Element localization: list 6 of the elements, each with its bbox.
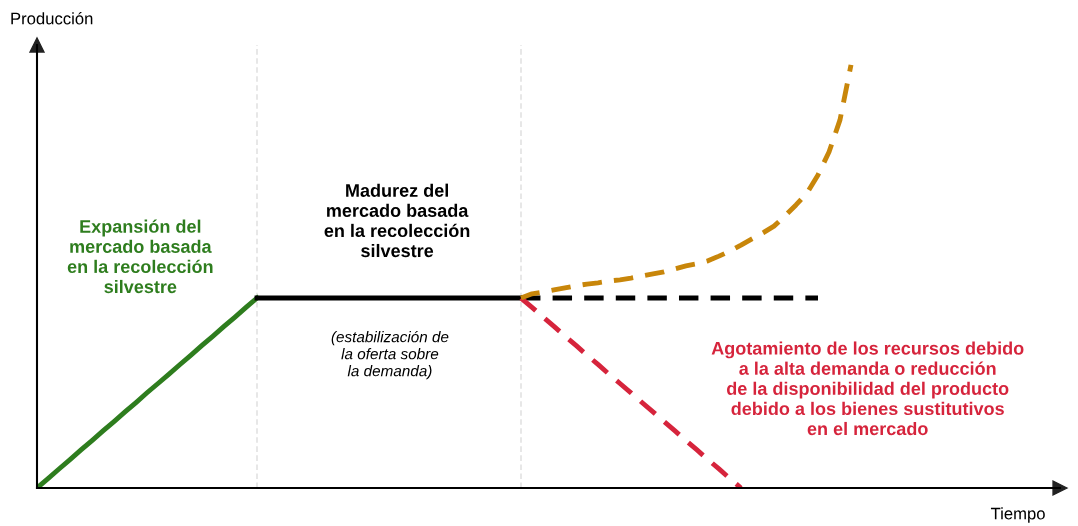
text: Tiempo: [990, 507, 1045, 523]
annotation: Agotamiento de los recursos debido a la alta demanda o reducción de la disponibilidad del producto debido a los bienes sustitutivos en el mercado: [711, 341, 1024, 436]
annotation: Expansión del mercado basada en la recolección silvestre: [67, 219, 213, 294]
annotation: Madurez del mercado basada en la recolección silvestre: [324, 183, 470, 258]
y-axis-title: Producción: [11, 12, 93, 25]
annotation: (estabilización de la oferta sobre la demanda): [331, 330, 449, 380]
